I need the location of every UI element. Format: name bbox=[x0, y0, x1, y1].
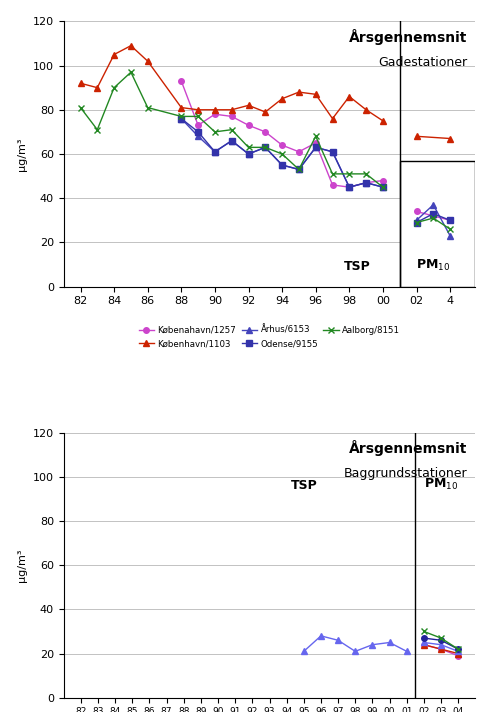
Text: Baggrundsstationer: Baggrundsstationer bbox=[343, 467, 467, 480]
Text: Årsgennemsnit: Årsgennemsnit bbox=[349, 441, 467, 456]
Y-axis label: μg/m³: μg/m³ bbox=[17, 548, 27, 582]
Text: TSP: TSP bbox=[344, 261, 371, 273]
Text: Årsgennemsnit: Årsgennemsnit bbox=[349, 29, 467, 46]
Y-axis label: μg/m³: μg/m³ bbox=[17, 137, 27, 171]
Text: TSP: TSP bbox=[291, 479, 317, 492]
Text: PM$_{10}$: PM$_{10}$ bbox=[424, 477, 458, 492]
Legend: Købenahavn/1257, København/1103, Århus/6153, Odense/9155, Aalborg/8151: Købenahavn/1257, København/1103, Århus/6… bbox=[139, 325, 400, 348]
Text: PM$_{10}$: PM$_{10}$ bbox=[416, 258, 450, 273]
Text: Gadestationer: Gadestationer bbox=[378, 56, 467, 69]
Bar bbox=[400, 161, 475, 287]
